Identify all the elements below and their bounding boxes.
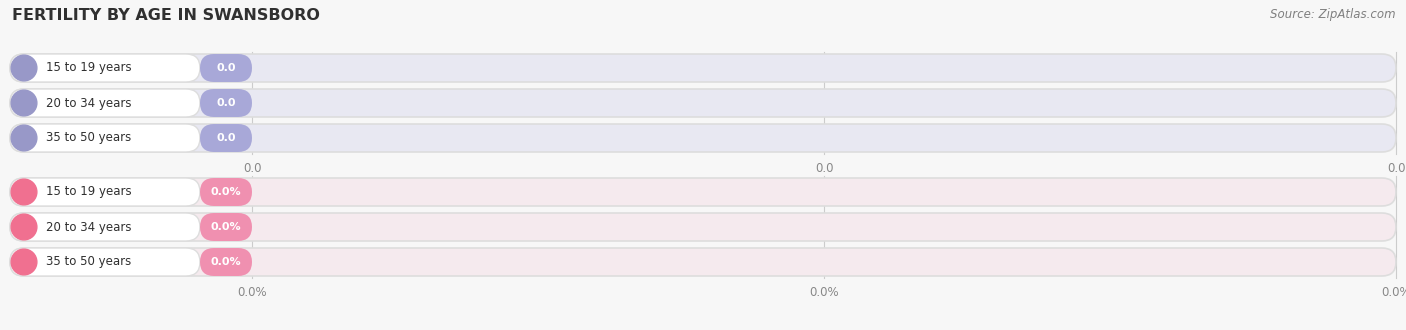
Circle shape [11, 249, 37, 275]
Text: 0.0: 0.0 [814, 162, 834, 175]
Text: 15 to 19 years: 15 to 19 years [46, 185, 132, 199]
FancyBboxPatch shape [200, 89, 252, 117]
FancyBboxPatch shape [10, 213, 200, 241]
FancyBboxPatch shape [10, 124, 1396, 152]
FancyBboxPatch shape [200, 54, 252, 82]
Circle shape [11, 214, 37, 240]
FancyBboxPatch shape [200, 248, 252, 276]
FancyBboxPatch shape [10, 124, 200, 152]
FancyBboxPatch shape [10, 54, 200, 82]
FancyBboxPatch shape [200, 178, 252, 206]
Text: 0.0%: 0.0% [211, 222, 242, 232]
FancyBboxPatch shape [10, 248, 1396, 276]
Text: 0.0%: 0.0% [810, 286, 839, 299]
Circle shape [11, 90, 37, 116]
Circle shape [11, 55, 37, 81]
Text: 0.0: 0.0 [217, 98, 236, 108]
FancyBboxPatch shape [10, 54, 1396, 82]
FancyBboxPatch shape [10, 248, 200, 276]
Circle shape [11, 179, 37, 205]
FancyBboxPatch shape [200, 124, 252, 152]
Text: 0.0%: 0.0% [211, 187, 242, 197]
Text: 0.0%: 0.0% [1381, 286, 1406, 299]
FancyBboxPatch shape [10, 213, 1396, 241]
Text: 35 to 50 years: 35 to 50 years [46, 255, 131, 269]
Text: 0.0: 0.0 [217, 133, 236, 143]
Text: 0.0%: 0.0% [211, 257, 242, 267]
Text: 15 to 19 years: 15 to 19 years [46, 61, 132, 75]
FancyBboxPatch shape [10, 178, 1396, 206]
FancyBboxPatch shape [10, 178, 200, 206]
Text: 20 to 34 years: 20 to 34 years [46, 96, 132, 110]
Text: 0.0: 0.0 [217, 63, 236, 73]
FancyBboxPatch shape [10, 89, 1396, 117]
FancyBboxPatch shape [10, 89, 200, 117]
Text: 20 to 34 years: 20 to 34 years [46, 220, 132, 234]
Circle shape [11, 125, 37, 151]
Text: Source: ZipAtlas.com: Source: ZipAtlas.com [1271, 8, 1396, 21]
Text: FERTILITY BY AGE IN SWANSBORO: FERTILITY BY AGE IN SWANSBORO [13, 8, 321, 23]
Text: 35 to 50 years: 35 to 50 years [46, 131, 131, 145]
FancyBboxPatch shape [200, 213, 252, 241]
Text: 0.0%: 0.0% [238, 286, 267, 299]
Text: 0.0: 0.0 [243, 162, 262, 175]
Text: 0.0: 0.0 [1386, 162, 1405, 175]
